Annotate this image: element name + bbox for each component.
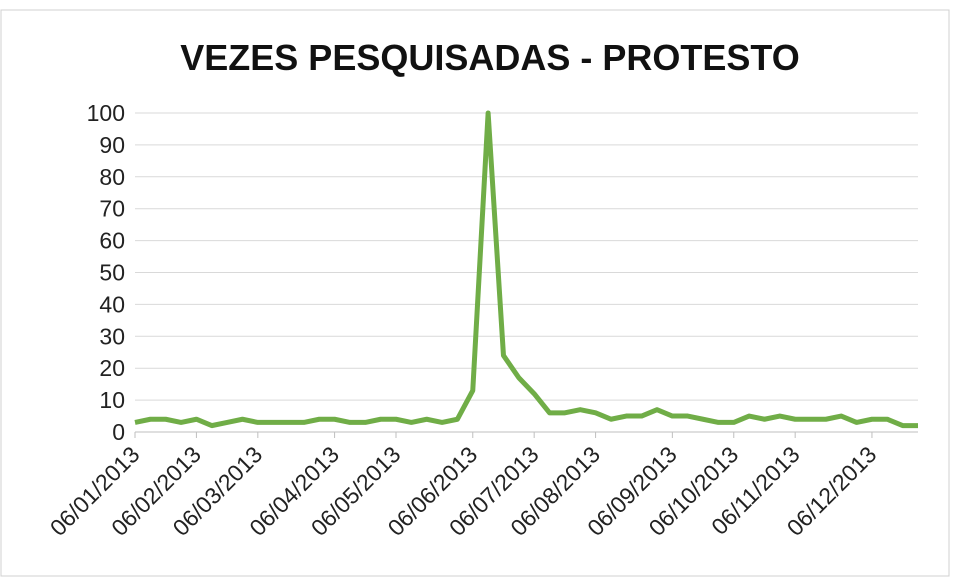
chart-title: VEZES PESQUISADAS - PROTESTO bbox=[180, 37, 799, 78]
chart-frame bbox=[0, 9, 950, 577]
y-tick-label: 60 bbox=[99, 228, 125, 254]
y-tick-label: 70 bbox=[99, 196, 125, 222]
y-tick-label: 80 bbox=[99, 164, 125, 190]
y-tick-label: 90 bbox=[99, 132, 125, 158]
y-tick-label: 100 bbox=[87, 100, 125, 126]
y-tick-label: 50 bbox=[99, 260, 125, 286]
data-line bbox=[134, 110, 918, 429]
y-tick-label: 10 bbox=[99, 387, 125, 413]
y-tick-label: 30 bbox=[99, 323, 125, 349]
y-tick-label: 0 bbox=[112, 419, 125, 445]
y-tick-label: 20 bbox=[99, 355, 125, 381]
y-tick-label: 40 bbox=[99, 291, 125, 317]
